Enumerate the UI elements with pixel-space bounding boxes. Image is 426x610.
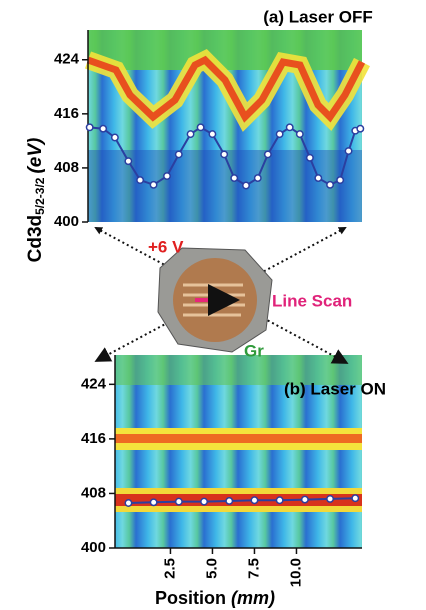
- x-tick-label: 10.0: [287, 558, 304, 587]
- trace-point: [302, 496, 308, 502]
- electrode-label: Gr: [244, 341, 264, 360]
- trace-point: [209, 131, 215, 137]
- y-tick-label: 416: [81, 430, 106, 447]
- trace-point: [86, 124, 92, 130]
- trace-point: [231, 175, 237, 181]
- trace-point: [307, 155, 313, 161]
- trace-point: [357, 126, 363, 132]
- x-label-unit: (mm): [231, 588, 275, 608]
- trace-point: [176, 151, 182, 157]
- trace-point: [221, 151, 227, 157]
- trace-point: [297, 131, 303, 137]
- x-tick-label: 7.5: [245, 558, 262, 579]
- trace-point: [255, 175, 261, 181]
- y-tick-label: 416: [54, 105, 79, 122]
- x-axis-label: Position (mm): [155, 588, 275, 608]
- x-tick-label: 5.0: [203, 558, 220, 579]
- trace-point: [276, 131, 282, 137]
- y-tick-label: 424: [54, 51, 80, 68]
- inset: +6 V Line Scan Gr: [96, 228, 352, 362]
- figure: +6 V Line Scan Gr Cd3d5/2-3/2 (eV) Positi…: [0, 0, 426, 610]
- x-label-main: Position: [155, 588, 226, 608]
- trace-point: [327, 496, 333, 502]
- trace-point: [327, 182, 333, 188]
- trace-point: [100, 126, 106, 132]
- trace-point: [125, 158, 131, 164]
- trace-point: [352, 495, 358, 501]
- trace-point: [150, 499, 156, 505]
- trace-point: [243, 182, 249, 188]
- trace-point: [176, 498, 182, 504]
- trace-point: [164, 173, 170, 179]
- trace-point: [345, 148, 351, 154]
- y-tick-label: 424: [81, 375, 107, 392]
- heatmap-a: [88, 30, 362, 222]
- y-tick-label: 400: [54, 213, 79, 230]
- trace-point: [201, 498, 207, 504]
- x-tick-label: 2.5: [161, 558, 178, 579]
- trace-point: [112, 134, 118, 140]
- y-label-sub: 5/2-3/2: [33, 177, 47, 215]
- trace-point: [137, 177, 143, 183]
- y-label-main: Cd3d: [25, 215, 46, 263]
- trace-point: [125, 500, 131, 506]
- y-tick-label: 408: [54, 159, 79, 176]
- y-tick-label: 408: [81, 484, 106, 501]
- trace-point: [276, 497, 282, 503]
- y-tick-label: 400: [81, 539, 106, 556]
- y-label-unit: (eV): [25, 138, 46, 174]
- voltage-label: +6 V: [148, 237, 184, 256]
- y-axis-label: Cd3d5/2-3/2 (eV): [25, 138, 47, 263]
- trace-point: [226, 498, 232, 504]
- trace-point: [265, 151, 271, 157]
- trace-point: [337, 177, 343, 183]
- trace-point: [197, 124, 203, 130]
- trace-point: [287, 124, 293, 130]
- panel-title: (b) Laser ON: [284, 379, 386, 398]
- panel-title: (a) Laser OFF: [263, 7, 373, 26]
- trace-point: [251, 497, 257, 503]
- trace-point: [315, 175, 321, 181]
- scan-label: Line Scan: [272, 291, 352, 310]
- trace-point: [150, 182, 156, 188]
- trace-point: [187, 131, 193, 137]
